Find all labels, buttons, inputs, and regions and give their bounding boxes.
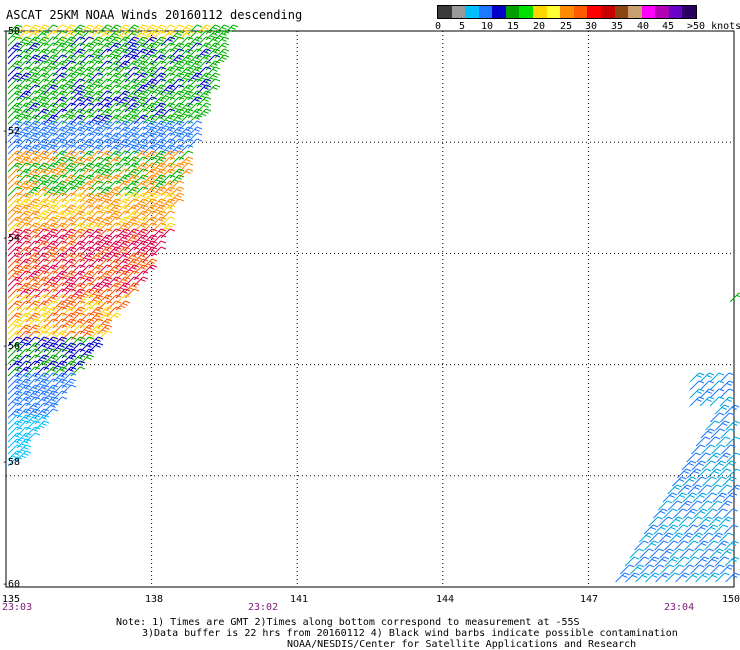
lat-label: -52 [2, 126, 20, 137]
colorbar-segment [465, 6, 479, 18]
colorbar-segment [533, 6, 547, 18]
colorbar-segment [615, 6, 629, 18]
cb-label: 35 [611, 21, 623, 32]
cb-label: 15 [507, 21, 519, 32]
cb-label: 0 [435, 21, 441, 32]
map-frame [6, 31, 734, 587]
colorbar-labels: 0 5 10 15 20 25 30 35 40 45 >50 knots [0, 21, 740, 35]
colorbar-segment [519, 6, 533, 18]
footer-note-2: 3)Data buffer is 22 hrs from 20160112 4)… [142, 628, 678, 639]
colorbar-segment [506, 6, 520, 18]
cb-label: 40 [637, 21, 649, 32]
colorbar-segment [492, 6, 506, 18]
colorbar-segment [560, 6, 574, 18]
lat-label: -60 [2, 579, 20, 590]
lat-label: -58 [2, 457, 20, 468]
colorbar-segment [438, 6, 452, 18]
lat-label: -54 [2, 233, 20, 244]
time-label: 23:03 [2, 602, 32, 613]
map-title: ASCAT 25KM NOAA Winds 20160112 descendin… [6, 8, 302, 22]
speed-colorbar [437, 5, 697, 19]
colorbar-segment [669, 6, 683, 18]
cb-label: 20 [533, 21, 545, 32]
cb-label: 5 [459, 21, 465, 32]
colorbar-segment [601, 6, 615, 18]
cb-label: >50 knots [687, 21, 740, 32]
colorbar-segment [642, 6, 656, 18]
cb-label: 25 [560, 21, 572, 32]
colorbar-segment [574, 6, 588, 18]
footer-note-3: NOAA/NESDIS/Center for Satellite Applica… [287, 639, 636, 650]
lat-label: -56 [2, 341, 20, 352]
lon-label: 144 [436, 594, 454, 605]
colorbar-segment [547, 6, 561, 18]
colorbar-segment [628, 6, 642, 18]
lon-label: 147 [580, 594, 598, 605]
lat-label: -50 [2, 26, 20, 37]
time-label: 23:02 [248, 602, 278, 613]
lon-label: 138 [145, 594, 163, 605]
cb-label: 10 [481, 21, 493, 32]
lon-label: 150 [722, 594, 740, 605]
lon-label: 141 [290, 594, 308, 605]
cb-label: 45 [662, 21, 674, 32]
colorbar-segment [452, 6, 466, 18]
colorbar-segment [655, 6, 669, 18]
footer-note-1: Note: 1) Times are GMT 2)Times along bot… [116, 617, 580, 628]
cb-label: 30 [585, 21, 597, 32]
colorbar-segment [479, 6, 493, 18]
wind-map [0, 0, 740, 650]
colorbar-segment [587, 6, 601, 18]
time-label: 23:04 [664, 602, 694, 613]
colorbar-segment [682, 6, 696, 18]
